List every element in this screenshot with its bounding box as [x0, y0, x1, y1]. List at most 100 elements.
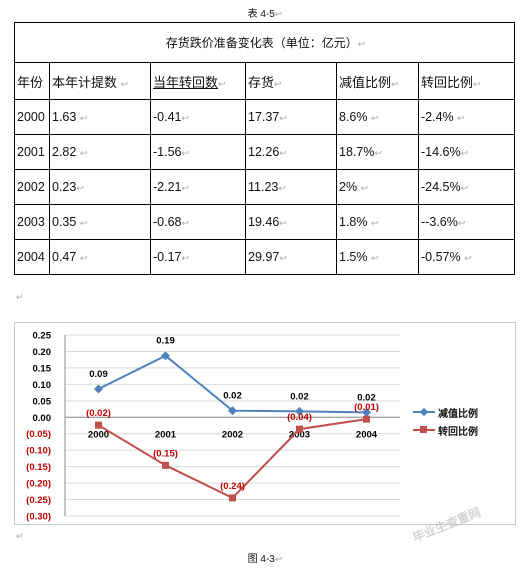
data-label: (0.24) [220, 481, 245, 492]
legend-line-diamond-icon [413, 407, 435, 417]
header-reversal: 当年转回数 [153, 74, 219, 90]
data-point-diamond [228, 406, 237, 416]
cell-reversal: -2.21 [153, 180, 182, 194]
paragraph-mark-icon: ↩ [279, 253, 287, 263]
cell-provision: 0.23 [52, 180, 77, 194]
cell-inventory: 19.46 [248, 215, 280, 229]
x-tick-label: 2003 [289, 429, 310, 440]
data-point-diamond [295, 406, 304, 416]
paragraph-mark-icon: ↩ [464, 253, 472, 263]
table-cell: -0.17↩ [150, 239, 246, 275]
y-tick-label: (0.20) [26, 479, 51, 490]
paragraph-mark-icon: ↩ [370, 113, 379, 123]
paragraph-mark-icon: ↩ [279, 218, 287, 228]
cell-reversal: -0.17 [153, 250, 182, 264]
paragraph-mark-icon: ↩ [76, 183, 84, 193]
cell-year: 2003 [17, 215, 45, 229]
table-title: 存货跌价准备变化表（单位：亿元） [165, 36, 358, 50]
y-tick-label: 0.00 [33, 413, 52, 424]
paragraph-mark-icon: ↩ [79, 218, 88, 228]
data-label: (0.02) [86, 408, 111, 419]
table-cell: 1.5% ↩ [336, 239, 419, 275]
table-cell: 29.97↩ [245, 239, 337, 275]
legend-line-square-icon [413, 425, 435, 435]
x-tick-label: 2001 [155, 429, 177, 440]
paragraph-mark-icon: ↩ [274, 78, 282, 89]
table-cell: -2.21↩ [150, 169, 246, 205]
header-reversal-ratio: 转回比例 [421, 74, 474, 90]
header-cell: 转回比例↩ [417, 62, 516, 100]
data-label: (0.01) [354, 402, 379, 413]
table-cell: -0.57% ↩ [417, 239, 516, 275]
table-cell: 1.8% ↩ [336, 204, 419, 240]
cell-impairment-ratio: 2% [339, 180, 358, 194]
table-cell: 19.46↩ [245, 204, 337, 240]
legend-item: 转回比例 [413, 421, 478, 439]
table-title-row: 存货跌价准备变化表（单位：亿元）↩ [13, 22, 516, 63]
paragraph-mark-icon: ↩ [279, 148, 287, 158]
chart-container: 0.25 0.20 0.15 0.10 0.05 0.00 (0.05) (0.10) (0.1… [14, 322, 516, 525]
header-year: 年份 [17, 74, 44, 90]
data-label: 0.09 [89, 369, 108, 380]
paragraph-mark-icon: ↩ [181, 183, 190, 193]
cell-year: 2004 [17, 250, 45, 264]
table-header-row: 年份 本年计提数 ↩ 当年转回数↩ 存货↩ 减值比例↩ 转回比例↩ [14, 62, 516, 100]
figure-caption: 图 4-3↩ [0, 550, 530, 565]
y-tick-label: (0.05) [26, 429, 51, 440]
table-cell: -0.41↩ [150, 99, 246, 135]
table-caption: 表 4-5↩ [0, 5, 530, 20]
data-point-square [95, 421, 102, 429]
paragraph-mark-icon: ↩ [278, 183, 286, 193]
table-cell: 12.26↩ [245, 134, 337, 170]
data-point-square [162, 461, 169, 469]
cell-inventory: 12.26 [248, 145, 280, 159]
paragraph-mark-icon: ↩ [457, 218, 466, 228]
table-cell: 0.35 ↩ [49, 204, 151, 240]
cell-impairment-ratio: 18.7% [339, 145, 375, 159]
data-point-square [229, 494, 236, 502]
cell-reversal-ratio: --3.6% [421, 215, 458, 229]
header-cell: 存货↩ [245, 62, 337, 100]
legend-label: 减值比例 [438, 408, 478, 420]
table-cell: 2002 [14, 169, 50, 205]
table-row: 2001 2.82 ↩ -1.56↩ 12.26↩ 18.7%↩ -14.6%↩ [14, 134, 516, 170]
paragraph-mark-icon: ↩ [357, 39, 366, 49]
table-cell: 1.63 ↩ [49, 99, 151, 135]
data-point-diamond [362, 407, 371, 417]
paragraph-mark-icon: ↩ [181, 148, 190, 158]
table-cell: 2% ↩ [336, 169, 419, 205]
table-cell: -14.6%↩ [417, 134, 516, 170]
y-tick-label: (0.10) [26, 446, 51, 457]
paragraph-mark-icon: ↩ [460, 183, 469, 193]
paragraph-mark-icon: ↩ [274, 554, 283, 564]
paragraph-mark-icon: ↩ [391, 78, 399, 89]
cell-year: 2002 [17, 180, 45, 194]
paragraph-mark-icon: ↩ [370, 218, 379, 228]
header-inventory: 存货 [248, 74, 275, 90]
paragraph-mark-icon: ↩ [79, 148, 88, 158]
data-point-square [296, 425, 303, 433]
line-chart: 0.25 0.20 0.15 0.10 0.05 0.00 (0.05) (0.10) (0.1… [26, 331, 400, 523]
cell-impairment-ratio: 1.8% [339, 215, 368, 229]
table-caption-text: 表 4-5 [247, 9, 275, 20]
paragraph-mark-icon: ↩ [120, 78, 129, 89]
y-tick-label: (0.15) [26, 462, 51, 473]
x-tick-label: 2002 [222, 429, 243, 440]
data-label: 0.19 [156, 336, 175, 347]
paragraph-mark-icon: ↵ [16, 292, 24, 302]
cell-inventory: 11.23 [248, 180, 279, 194]
table-cell: 0.23↩ [49, 169, 151, 205]
data-label: (0.15) [153, 448, 178, 459]
table-cell: 2004 [14, 239, 50, 275]
cell-inventory: 29.97 [248, 250, 280, 264]
table-cell: 11.23↩ [245, 169, 337, 205]
chart-legend: 减值比例 转回比例 [413, 403, 478, 439]
table-cell: 2000 [14, 99, 50, 135]
legend-label: 转回比例 [438, 426, 478, 438]
paragraph-mark-icon: ↩ [370, 253, 379, 263]
cell-provision: 0.47 [52, 250, 77, 264]
cell-impairment-ratio: 8.6% [339, 110, 368, 124]
table-cell: -0.68↩ [150, 204, 246, 240]
table-title-cell: 存货跌价准备变化表（单位：亿元）↩ [13, 22, 516, 63]
y-tick-label: (0.30) [26, 512, 51, 523]
